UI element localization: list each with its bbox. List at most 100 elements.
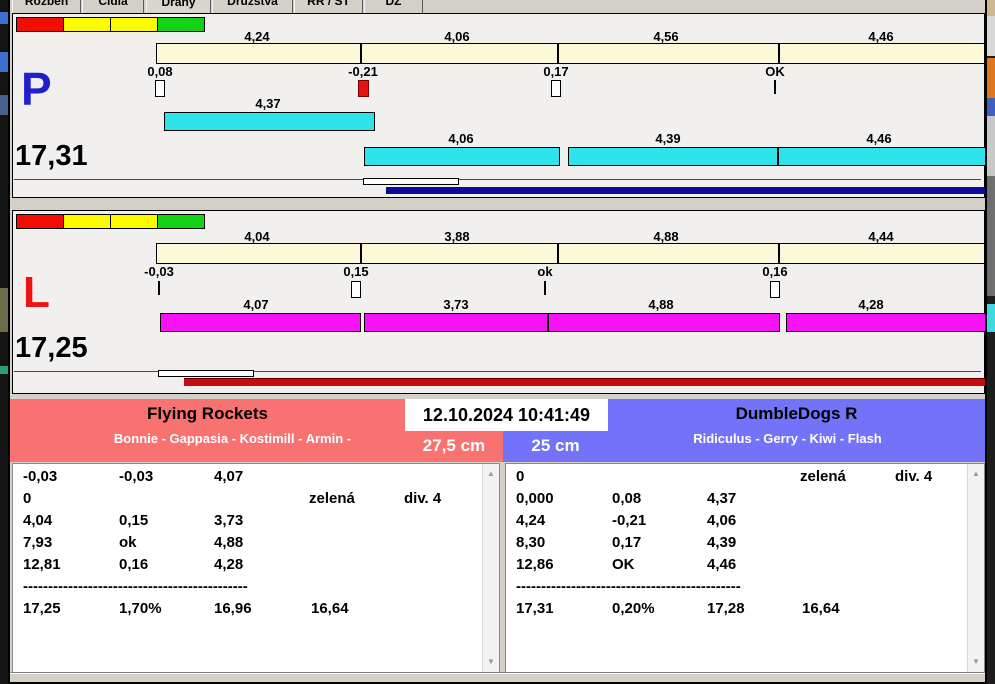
table-cell: 4,07 xyxy=(214,468,244,485)
dog-time-bar xyxy=(364,147,560,166)
table-cell: 4,06 xyxy=(707,512,737,529)
table-row[interactable]: 12,81 0,16 4,28 xyxy=(13,556,499,578)
table-divider-row: ----------------------------------------… xyxy=(506,578,984,600)
scroll-up-icon[interactable]: ▲ xyxy=(968,466,984,482)
table-row[interactable]: 0 zelená div. 4 xyxy=(13,490,499,512)
dog-time-bar xyxy=(364,313,780,332)
table-cell: 0,08 xyxy=(612,490,642,507)
totals-row[interactable]: 17,31 0,20% 17,28 16,64 xyxy=(506,600,984,622)
dog-time-label: 4,37 xyxy=(255,96,281,111)
desktop-edge-left xyxy=(0,0,8,684)
lane-progress-bar xyxy=(184,378,985,386)
ref-split-label: 4,06 xyxy=(444,29,470,44)
table-cell: zelená xyxy=(800,468,846,485)
start-delta-label: -0,03 xyxy=(144,264,174,279)
table-row[interactable]: 7,93 ok 4,88 xyxy=(13,534,499,556)
table-cell: div. 4 xyxy=(895,468,933,485)
start-delta-label: ok xyxy=(537,264,553,279)
results-table-right[interactable]: 0 zelená div. 4 0,000 0,08 4,37 4,24 -0,… xyxy=(505,463,985,673)
table-row[interactable]: -0,03 -0,03 4,07 xyxy=(13,468,499,490)
tab-drahy-selected[interactable]: Dráhy xyxy=(146,0,211,13)
tab-dz[interactable]: DZ xyxy=(364,0,423,13)
dog-bar-divider xyxy=(547,314,549,331)
table-cell: 4,46 xyxy=(707,556,737,573)
delta-marker-tick xyxy=(544,281,546,295)
table-cell: 0,16 xyxy=(119,556,149,573)
dog-time-label: 4,39 xyxy=(655,131,681,146)
table-row[interactable]: 0,000 0,08 4,37 xyxy=(506,490,984,512)
tab-label: Čidla xyxy=(98,0,128,8)
table-row[interactable]: 8,30 0,17 4,39 xyxy=(506,534,984,556)
dog-time-bar xyxy=(786,313,987,332)
start-delta-label: -0,21 xyxy=(348,64,378,79)
tab-rozbeh[interactable]: Rozběh xyxy=(12,0,81,13)
timer-indicator-box xyxy=(158,370,254,377)
totals-row[interactable]: 17,25 1,70% 16,96 16,64 xyxy=(13,600,499,622)
table-cell: 8,30 xyxy=(516,534,546,551)
jump-height-left: 27,5 cm xyxy=(422,436,486,455)
table-row[interactable]: 12,86 OK 4,46 xyxy=(506,556,984,578)
lane-letter: P xyxy=(21,63,52,115)
tab-rr-st[interactable]: RR / ST xyxy=(294,0,363,13)
team-dogs-left: Bonnie - Gappasia - Kostimill - Armin - xyxy=(113,431,352,446)
table-row[interactable]: 4,04 0,15 3,73 xyxy=(13,512,499,534)
tab-label: RR / ST xyxy=(307,0,350,8)
lane-panel-p: 4,24 4,06 4,56 4,46 0,08 -0,21 0,17 OK 4… xyxy=(12,13,987,198)
start-delta-label: 0,17 xyxy=(543,64,569,79)
dog-time-label: 4,28 xyxy=(858,297,884,312)
table-scrollbar[interactable]: ▲ ▼ xyxy=(482,464,499,672)
table-cell: 4,88 xyxy=(214,534,244,551)
total-percent-cell: 1,70% xyxy=(119,600,162,617)
legend-yellow-segment xyxy=(64,215,111,228)
table-cell: 0 xyxy=(516,468,525,485)
ref-split-label: 4,44 xyxy=(868,229,894,244)
table-cell: 0,15 xyxy=(119,512,149,529)
tab-label: Dráhy xyxy=(161,0,196,9)
tab-druzstva[interactable]: Družstva xyxy=(212,0,293,13)
dashed-divider: ----------------------------------------… xyxy=(23,578,248,595)
start-delta-label: 0,08 xyxy=(147,64,173,79)
tab-label: DZ xyxy=(385,0,402,8)
team-panel-right-header: DumbleDogs R Ridiculus - Gerry - Kiwi - … xyxy=(503,399,985,462)
table-row[interactable]: 4,24 -0,21 4,06 xyxy=(506,512,984,534)
delta-marker-tick xyxy=(774,80,776,94)
team-dogs-right: Ridiculus - Gerry - Kiwi - Flash xyxy=(693,431,882,446)
table-cell: 3,73 xyxy=(214,512,244,529)
reference-bar-divider xyxy=(557,44,559,63)
tab-cidla[interactable]: Čidla xyxy=(82,0,144,13)
table-cell: div. 4 xyxy=(404,490,442,507)
table-cell: ok xyxy=(119,534,137,551)
light-sequence-legend xyxy=(16,214,205,229)
results-table-left[interactable]: -0,03 -0,03 4,07 0 zelená div. 4 4,04 0,… xyxy=(12,463,500,673)
timer-indicator-box xyxy=(363,178,459,185)
table-cell: 0 xyxy=(23,490,32,507)
total-net-cell: 16,96 xyxy=(214,600,252,617)
light-sequence-legend xyxy=(16,17,205,32)
delta-marker-white xyxy=(155,80,165,97)
date-time-display: 12.10.2024 10:41:49 xyxy=(405,399,608,431)
delta-marker-tick xyxy=(158,281,160,295)
legend-red-segment xyxy=(17,215,64,228)
scroll-down-icon[interactable]: ▼ xyxy=(968,654,984,670)
table-cell: 4,04 xyxy=(23,512,53,529)
table-scrollbar[interactable]: ▲ ▼ xyxy=(967,464,984,672)
dog-time-label: 4,07 xyxy=(243,297,269,312)
lane-total-time: 17,31 xyxy=(15,140,88,172)
table-row[interactable]: 0 zelená div. 4 xyxy=(506,468,984,490)
delta-marker-white xyxy=(551,80,561,97)
table-cell: zelená xyxy=(309,490,355,507)
table-cell: 4,37 xyxy=(707,490,737,507)
start-delta-label: 0,15 xyxy=(343,264,369,279)
table-cell: 0,000 xyxy=(516,490,554,507)
start-delta-label: OK xyxy=(765,64,785,79)
total-best-cell: 16,64 xyxy=(311,600,349,617)
scroll-down-icon[interactable]: ▼ xyxy=(483,654,499,670)
ref-split-label: 4,46 xyxy=(868,29,894,44)
dog-bar-divider xyxy=(777,148,779,165)
table-cell: -0,03 xyxy=(23,468,58,485)
table-cell: 12,86 xyxy=(516,556,554,573)
legend-yellow-segment xyxy=(111,215,158,228)
scroll-up-icon[interactable]: ▲ xyxy=(483,466,499,482)
dashed-divider: ----------------------------------------… xyxy=(516,578,741,595)
legend-yellow-segment xyxy=(111,18,158,31)
